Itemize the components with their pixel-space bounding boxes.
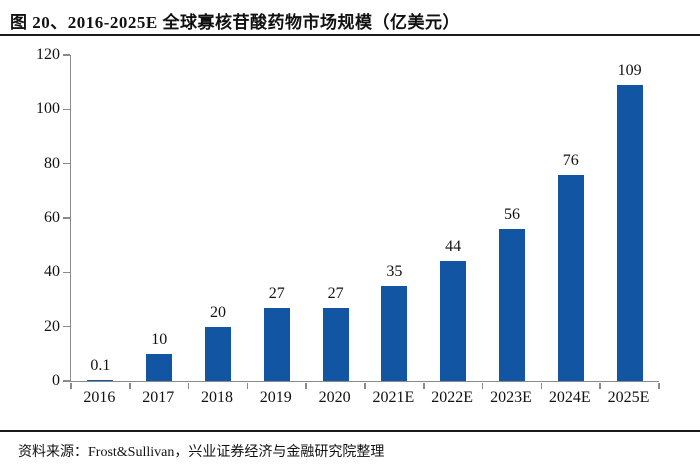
x-tick-mark (599, 382, 601, 389)
bar-value-label: 20 (209, 303, 226, 321)
y-tick-label: 100 (36, 100, 60, 118)
bar-slot: 44 (424, 238, 483, 381)
y-tick-label: 40 (44, 263, 60, 281)
bar-value-label: 35 (386, 262, 403, 280)
bar (440, 261, 467, 381)
bar (87, 379, 114, 381)
bar-value-label: 0.1 (90, 356, 111, 374)
x-axis-label: 2016 (83, 389, 116, 406)
x-tick-mark (305, 382, 307, 389)
bar-slot: 10 (130, 331, 189, 381)
x-tick-mark (364, 382, 366, 389)
y-tick-mark (63, 217, 70, 219)
bar-slot: 35 (365, 263, 424, 381)
x-tick-mark (481, 382, 484, 389)
y-tick-label: 120 (36, 46, 60, 63)
bar-slot: 20 (189, 304, 248, 381)
bar-value-label: 27 (327, 284, 344, 302)
bar (498, 228, 525, 381)
figure-title: 图 20、2016-2025E 全球寡核苷酸药物市场规模（亿美元） (10, 13, 460, 32)
x-tick-mark (246, 382, 249, 389)
x-axis-label: 2021E (372, 389, 415, 406)
bar-slot: 27 (306, 285, 365, 381)
bar-slot: 0.1 (71, 356, 130, 381)
y-tick-mark (63, 54, 70, 56)
x-axis-label: 2025E (607, 389, 650, 406)
bar (322, 307, 349, 381)
bar-slot: 109 (600, 62, 659, 381)
bar-slot: 27 (247, 285, 306, 381)
plot-area: 0.1 10 20 27 27 35 44 56 76 109 (70, 55, 660, 389)
y-tick-mark (63, 271, 70, 274)
bar-value-label: 109 (617, 61, 642, 79)
y-tick-label: 60 (44, 209, 60, 226)
bar (204, 326, 231, 381)
y-tick-mark (63, 325, 70, 328)
bar-value-label: 27 (268, 284, 285, 302)
y-tick-label: 0 (52, 372, 60, 389)
x-tick-mark (658, 382, 660, 389)
bar (263, 307, 290, 381)
bar-slot: 76 (541, 152, 600, 381)
x-axis-labels: 2016 2017 2018 2019 2020 2021E 2022E 2023E 2024E… (70, 389, 658, 407)
x-axis-label: 2022E (431, 389, 474, 406)
x-tick-mark (70, 382, 72, 389)
x-axis-label: 2020 (318, 389, 351, 406)
figure-header: 图 20、2016-2025E 全球寡核苷酸药物市场规模（亿美元） (0, 0, 700, 36)
bar (557, 174, 584, 381)
bar-value-label: 44 (445, 238, 462, 256)
x-tick-mark (187, 382, 190, 389)
y-tick-label: 20 (44, 317, 60, 335)
bar-value-label: 10 (151, 330, 168, 348)
figure-footer: 资料来源：Frost&Sullivan，兴业证券经济与金融研究院整理 (0, 430, 700, 471)
x-axis-label: 2023E (490, 389, 532, 406)
x-tick-mark (540, 382, 543, 389)
bar-chart: 0.1 10 20 27 27 35 44 56 76 109 2016 2017 2018 2019 2… (0, 36, 700, 430)
bar-value-label: 56 (503, 205, 520, 223)
y-tick-mark (63, 108, 70, 111)
x-tick-mark (423, 382, 425, 389)
bar (616, 84, 643, 381)
x-axis-label: 2018 (200, 389, 233, 406)
x-tick-mark (129, 382, 131, 389)
bar-slot: 56 (483, 206, 542, 381)
bar (381, 285, 408, 381)
x-axis-label: 2024E (548, 389, 591, 406)
x-axis-label: 2017 (142, 389, 175, 406)
y-tick-mark (63, 380, 70, 382)
bar-value-label: 76 (562, 151, 579, 169)
source-note: 资料来源：Frost&Sullivan，兴业证券经济与金融研究院整理 (18, 445, 385, 460)
bar (146, 353, 173, 381)
y-tick-mark (63, 162, 70, 165)
y-tick-label: 80 (44, 154, 60, 172)
x-axis-label: 2019 (259, 389, 292, 406)
